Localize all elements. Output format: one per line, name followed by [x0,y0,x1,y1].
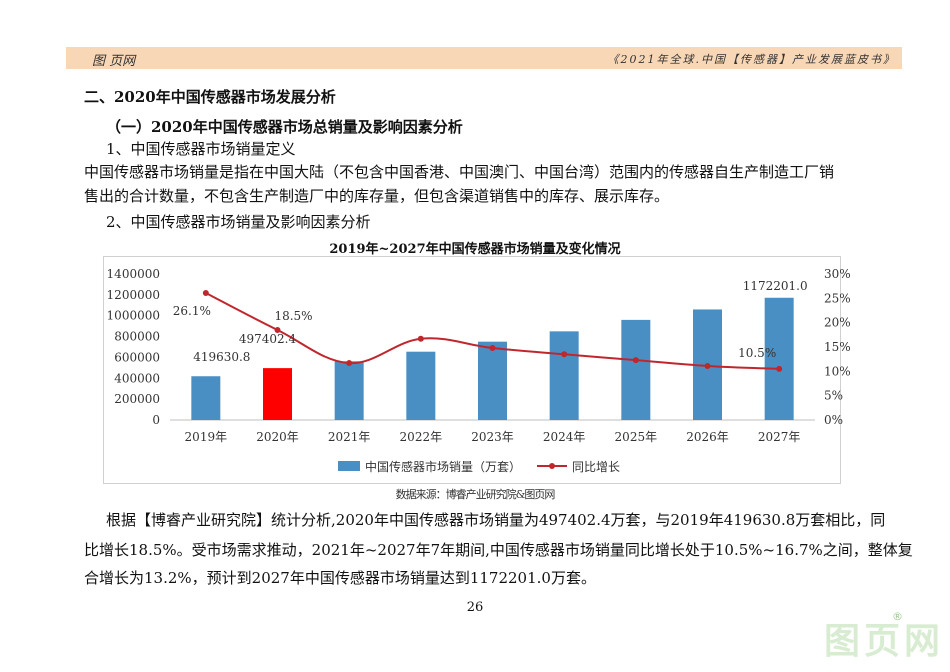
bar-2020年 [263,368,292,420]
legend-marker-line [549,463,555,469]
x-tick-label: 2022年 [400,430,443,444]
y-left-tick-label: 0 [152,413,160,427]
section-title: 二、2020年中国传感器市场发展分析 [84,88,336,106]
para2-line3: 合增长为13.2%，预计到2027年中国传感器市场销量达到1172201.0万套… [84,569,596,587]
line-data-label: 10.5% [738,346,776,360]
y-right-tick-label: 0% [824,413,843,427]
x-tick-label: 2023年 [471,430,514,444]
para1-line2: 售出的合计数量，不包含生产制造厂中的库存量，但包含渠道销售中的库存、展示库存。 [84,187,670,205]
line-data-label: 18.5% [274,309,312,323]
line-data-label: 26.1% [173,304,211,318]
y-right-tick-label: 30% [824,267,851,281]
bar-2022年 [406,351,436,420]
y-right-tick-label: 10% [824,364,851,378]
registered-mark: ® [892,610,903,623]
bar-data-label: 419630.8 [193,350,250,364]
y-left-tick-label: 800000 [114,330,160,344]
x-tick-label: 2026年 [686,430,729,444]
watermark-logo: 图页网 [824,621,945,662]
chart-frame [103,256,841,484]
chart-title: 2019年~2027年中国传感器市场销量及变化情况 [329,242,621,257]
para2-line2: 比增长18.5%。受市场需求推动，2021年~2027年7年期间,中国传感器市场… [84,541,913,559]
y-right-tick-label: 5% [824,389,843,403]
bar-2027年 [764,297,794,420]
growth-point-2026年 [704,362,711,369]
y-left-tick-label: 600000 [114,350,160,364]
subsection-title: （一）2020年中国传感器市场总销量及影响因素分析 [106,118,463,136]
x-tick-label: 2020年 [256,430,299,444]
x-tick-label: 2021年 [328,430,371,444]
header-site-name: 图 页网 [92,54,136,69]
x-tick-label: 2027年 [758,430,801,444]
bar-data-label: 497402.4 [239,332,297,346]
growth-point-2027年 [776,365,783,372]
legend-label-line: 同比增长 [572,460,620,474]
y-right-tick-label: 15% [824,340,851,354]
bar-2021年 [334,361,364,420]
growth-point-2019年 [202,289,209,296]
bar-2024年 [549,331,579,420]
x-tick-label: 2024年 [543,430,586,444]
header-book-title: 《2021年全球.中国【传感器】产业发展蓝皮书》 [607,53,896,66]
page-number: 26 [466,600,484,615]
legend-swatch-bar [338,461,360,471]
x-tick-label: 2019年 [185,430,228,444]
growth-point-2022年 [417,335,424,342]
bar-2023年 [478,341,507,420]
data-source: 数据来源：博睿产业研究院&图页网 [395,488,556,501]
y-left-tick-label: 1200000 [107,288,160,302]
bar-data-label: 1172201.0 [743,279,808,293]
growth-point-2021年 [346,360,353,367]
bar-2019年 [191,376,221,420]
growth-point-2025年 [632,357,639,364]
para1-line1: 中国传感器市场销量是指在中国大陆（不包含中国香港、中国澳门、中国台湾）范围内的传… [84,163,835,181]
legend-label-bar: 中国传感器市场销量（万套） [365,459,521,474]
y-left-tick-label: 1000000 [107,309,160,323]
item-2-heading: 2、中国传感器市场销量及影响因素分析 [106,213,371,231]
page-header: 图 页网 《2021年全球.中国【传感器】产业发展蓝皮书》 [66,47,902,69]
item-1-heading: 1、中国传感器市场销量定义 [106,140,296,158]
y-left-tick-label: 400000 [114,371,160,385]
growth-point-2024年 [561,351,568,358]
bar-2025年 [621,319,651,420]
x-tick-label: 2025年 [615,430,658,444]
y-left-tick-label: 1400000 [107,267,160,281]
growth-point-2020年 [274,326,281,333]
y-right-tick-label: 25% [824,291,851,305]
growth-point-2023年 [489,344,496,351]
y-left-tick-label: 200000 [114,392,160,406]
para2-line1: 根据【博睿产业研究院】统计分析,2020年中国传感器市场销量为497402.4万… [106,511,886,529]
y-right-tick-label: 20% [824,316,851,330]
